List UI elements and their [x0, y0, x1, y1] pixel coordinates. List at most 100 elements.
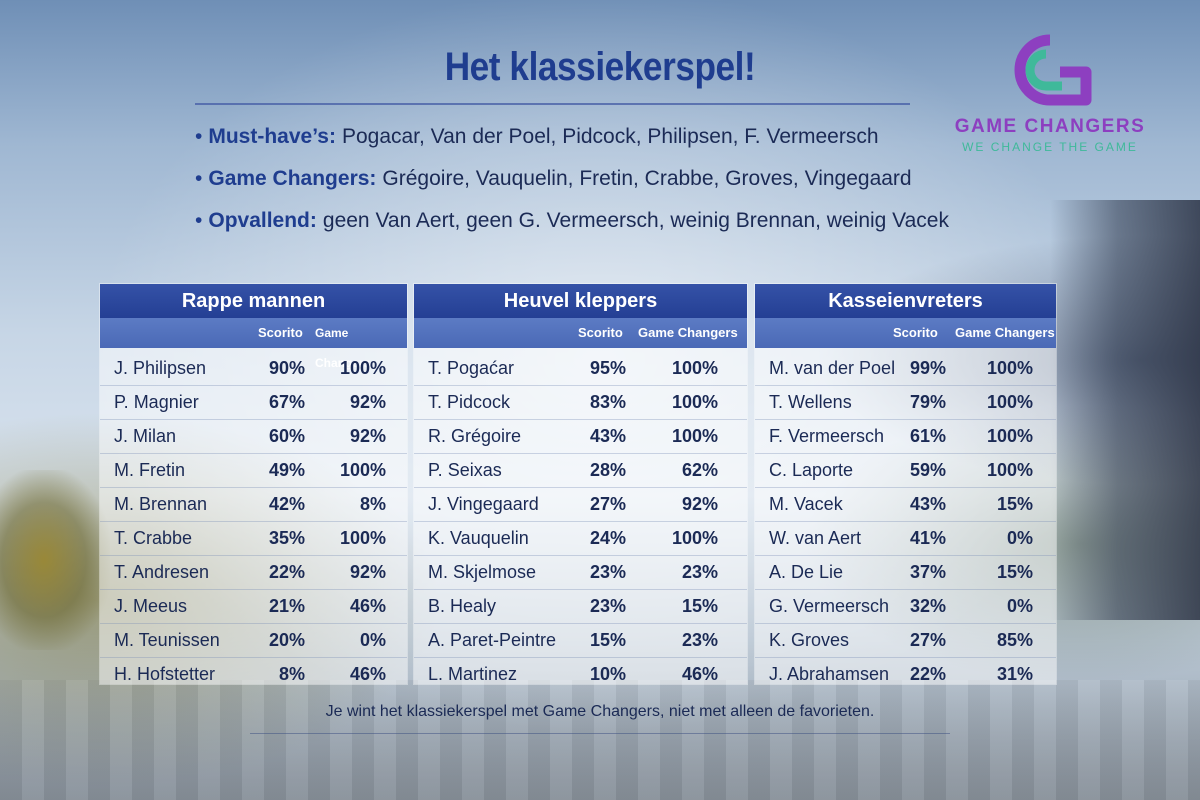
bullet-text: geen Van Aert, geen G. Vermeersch, weini… [322, 209, 949, 232]
scorito-percentage: 35% [268, 528, 305, 548]
game-changers-percentage: 100% [671, 528, 718, 548]
game-changers-percentage: 8% [359, 494, 386, 514]
rider-name: J. Milan [114, 426, 177, 446]
table-row: K. Vauquelin 24% 100% [414, 522, 747, 556]
bullet-text: Pogacar, Van der Poel, Pidcock, Philipse… [341, 125, 879, 148]
table-row: P. Magnier 67% 92% [100, 386, 407, 420]
bullet-game-changers: • Game Changers: Grégoire, Vauquelin, Fret… [195, 162, 949, 204]
scorito-percentage: 99% [909, 358, 946, 378]
footer-caption: Je wint het klassiekerspel met Game Chan… [325, 703, 875, 720]
rider-name: L. Martinez [428, 664, 518, 684]
bullet-key: Opvallend: [208, 209, 317, 232]
scorito-percentage: 32% [909, 596, 946, 616]
scorito-percentage: 21% [268, 596, 305, 616]
rider-name: G. Vermeersch [769, 596, 890, 616]
game-changers-percentage: 100% [986, 426, 1033, 446]
game-changers-percentage: 100% [339, 528, 386, 548]
table-row: M. Skjelmose 23% 23% [414, 556, 747, 590]
rider-name: T. Pidcock [428, 392, 511, 412]
game-changers-percentage: 100% [339, 460, 386, 480]
bullet-dot-icon: • [195, 209, 203, 232]
game-changers-percentage: 100% [986, 460, 1033, 480]
scorito-percentage: 61% [909, 426, 946, 446]
table-rows: T. Pogaćar 95% 100% T. Pidcock 83% 100% R. Gré… [414, 348, 747, 691]
rider-name: M. Vacek [769, 494, 843, 514]
column-header-game-changers: Game Changers [315, 326, 371, 370]
table-row: P. Seixas 28% 62% [414, 454, 747, 488]
table-rows: J. Philipsen 90% 100% P. Magnier 67% 92% J. Mi… [100, 348, 407, 691]
table-row: M. Fretin 49% 100% [100, 454, 407, 488]
scorito-percentage: 37% [909, 562, 946, 582]
table-row: J. Philipsen 90% 100% [100, 352, 407, 386]
rider-name: T. Wellens [769, 392, 852, 412]
column-header-game-changers: Game Changers [638, 325, 738, 340]
game-changers-logo-icon [1014, 34, 1092, 106]
logo-tagline: WE CHANGE THE GAME [962, 140, 1138, 154]
rider-name: A. Paret-Peintre [428, 630, 557, 650]
scorito-percentage: 79% [909, 392, 946, 412]
scorito-percentage: 42% [268, 494, 305, 514]
game-changers-percentage: 92% [349, 426, 386, 446]
table-title: Kasseienvreters [755, 284, 1056, 318]
rider-name: F. Vermeersch [769, 426, 885, 446]
scorito-percentage: 67% [268, 392, 305, 412]
scorito-percentage: 49% [268, 460, 305, 480]
column-header-scorito: Scorito [578, 325, 623, 340]
table-heuvel-kleppers: Heuvel kleppers Scorito Game Changers T.… [414, 284, 747, 684]
rider-name: J. Philipsen [114, 358, 207, 378]
bullet-dot-icon: • [195, 167, 203, 190]
table-rappe-mannen: Rappe mannen Scorito Game Changers J. Ph… [100, 284, 407, 684]
bullet-key: Game Changers: [208, 167, 377, 190]
scorito-percentage: 41% [909, 528, 946, 548]
scorito-percentage: 95% [589, 358, 626, 378]
background-cobbles [0, 680, 1200, 800]
table-row: H. Hofstetter 8% 46% [100, 658, 407, 691]
table-row: A. De Lie 37% 15% [755, 556, 1056, 590]
rider-name: J. Vingegaard [428, 494, 539, 514]
table-column-headers: Scorito Game Changers [414, 318, 747, 348]
scorito-percentage: 22% [268, 562, 305, 582]
table-row: M. Vacek 43% 15% [755, 488, 1056, 522]
scorito-percentage: 10% [589, 664, 626, 684]
table-row: R. Grégoire 43% 100% [414, 420, 747, 454]
game-changers-percentage: 100% [671, 392, 718, 412]
game-changers-percentage: 31% [996, 664, 1033, 684]
scorito-percentage: 22% [909, 664, 946, 684]
rider-name: T. Andresen [114, 562, 210, 582]
rider-name: K. Vauquelin [428, 528, 529, 548]
game-changers-percentage: 100% [986, 392, 1033, 412]
scorito-percentage: 28% [589, 460, 626, 480]
game-changers-percentage: 0% [1006, 596, 1033, 616]
column-header-game-changers: Game Changers [955, 325, 1055, 340]
table-row: G. Vermeersch 32% 0% [755, 590, 1056, 624]
table-title: Heuvel kleppers [414, 284, 747, 318]
game-changers-percentage: 92% [681, 494, 718, 514]
game-changers-percentage: 0% [1006, 528, 1033, 548]
game-changers-percentage: 23% [681, 630, 718, 650]
game-changers-percentage: 100% [339, 358, 386, 378]
scorito-percentage: 90% [268, 358, 305, 378]
scorito-percentage: 23% [589, 562, 626, 582]
table-row: B. Healy 23% 15% [414, 590, 747, 624]
scorito-percentage: 83% [589, 392, 626, 412]
rider-name: B. Healy [428, 596, 497, 616]
title-divider [195, 103, 910, 105]
game-changers-percentage: 46% [349, 664, 386, 684]
rider-name: M. Fretin [114, 460, 186, 480]
rider-name: C. Laporte [769, 460, 854, 480]
table-row: W. van Aert 41% 0% [755, 522, 1056, 556]
game-changers-percentage: 15% [996, 494, 1033, 514]
game-changers-percentage: 46% [349, 596, 386, 616]
scorito-percentage: 24% [589, 528, 626, 548]
table-rows: M. van der Poel 99% 100% T. Wellens 79% 100% F… [755, 348, 1056, 691]
scorito-percentage: 59% [909, 460, 946, 480]
table-row: K. Groves 27% 85% [755, 624, 1056, 658]
game-changers-percentage: 92% [349, 562, 386, 582]
rider-name: M. Brennan [114, 494, 208, 514]
scorito-percentage: 43% [909, 494, 946, 514]
page-title: Het klassiekerspel! [444, 45, 756, 89]
column-header-scorito: Scorito [893, 325, 938, 340]
table-title: Rappe mannen [100, 284, 407, 318]
table-row: F. Vermeersch 61% 100% [755, 420, 1056, 454]
rider-name: P. Magnier [114, 392, 199, 412]
